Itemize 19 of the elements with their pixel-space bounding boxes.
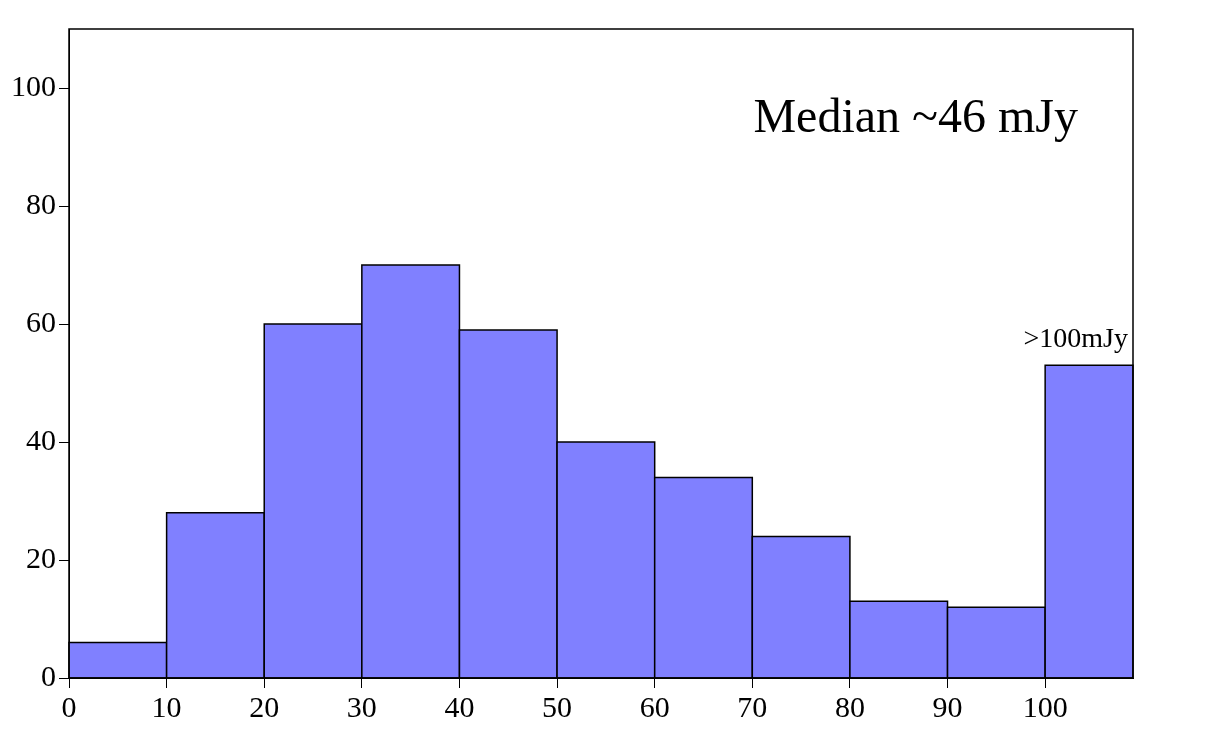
y-tick-label: 100	[11, 68, 56, 102]
y-tick-label: 0	[41, 658, 56, 692]
y-tick-label: 60	[26, 304, 56, 338]
x-tick-label: 0	[61, 689, 77, 723]
x-tick-label: 70	[737, 689, 768, 723]
x-tick-label: 100	[1022, 689, 1068, 723]
x-tick-label: 20	[249, 689, 280, 723]
x-tick-label: 90	[932, 689, 963, 723]
annotation: Median ~46 mJy	[753, 88, 1078, 142]
y-tick-label: 20	[26, 540, 56, 574]
x-tick-label: 40	[444, 689, 475, 723]
x-tick-label: 10	[151, 689, 182, 723]
y-tick-label: 40	[26, 422, 56, 456]
x-tick-label: 60	[639, 689, 670, 723]
x-tick-label: 50	[542, 689, 573, 723]
x-tick-label: 30	[346, 689, 377, 723]
x-tick-label: 80	[834, 689, 865, 723]
annotation: >100mJy	[1023, 321, 1128, 353]
y-tick-label: 80	[26, 186, 56, 220]
